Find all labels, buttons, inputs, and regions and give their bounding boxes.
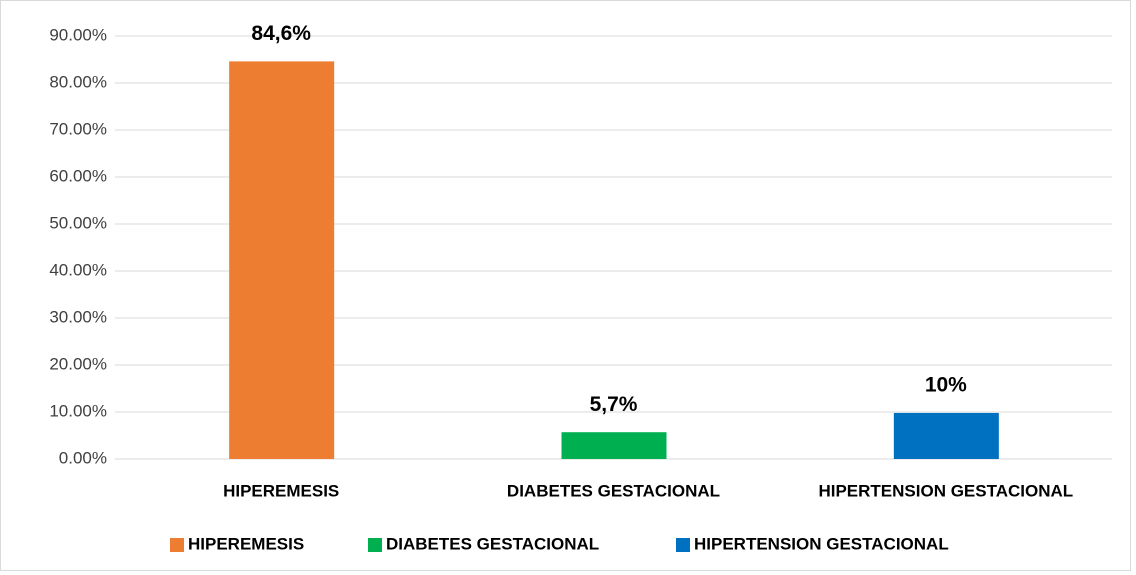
y-tick-label: 70.00% (49, 119, 107, 138)
value-label: 84,6% (251, 22, 311, 45)
legend-swatch (676, 538, 690, 552)
y-tick-label: 40.00% (49, 260, 107, 279)
legend-swatch (170, 538, 184, 552)
value-label: 5,7% (590, 393, 638, 416)
value-label: 10% (925, 373, 967, 396)
y-tick-label: 0.00% (59, 448, 107, 467)
bar (561, 432, 667, 459)
legend-label: DIABETES GESTACIONAL (386, 534, 599, 553)
legend-label: HIPERTENSION GESTACIONAL (694, 534, 949, 553)
legend-label: HIPEREMESIS (188, 534, 304, 553)
bar (229, 61, 335, 459)
bar (893, 412, 999, 459)
legend-swatch (368, 538, 382, 552)
y-tick-label: 80.00% (49, 72, 107, 91)
y-tick-label: 50.00% (49, 213, 107, 232)
y-tick-label: 10.00% (49, 401, 107, 420)
x-tick-label: HIPERTENSION GESTACIONAL (818, 481, 1073, 500)
x-tick-label: HIPEREMESIS (223, 481, 339, 500)
y-tick-label: 60.00% (49, 166, 107, 185)
y-tick-label: 20.00% (49, 354, 107, 373)
y-tick-label: 90.00% (49, 25, 107, 44)
x-tick-label: DIABETES GESTACIONAL (507, 481, 720, 500)
y-tick-label: 30.00% (49, 307, 107, 326)
